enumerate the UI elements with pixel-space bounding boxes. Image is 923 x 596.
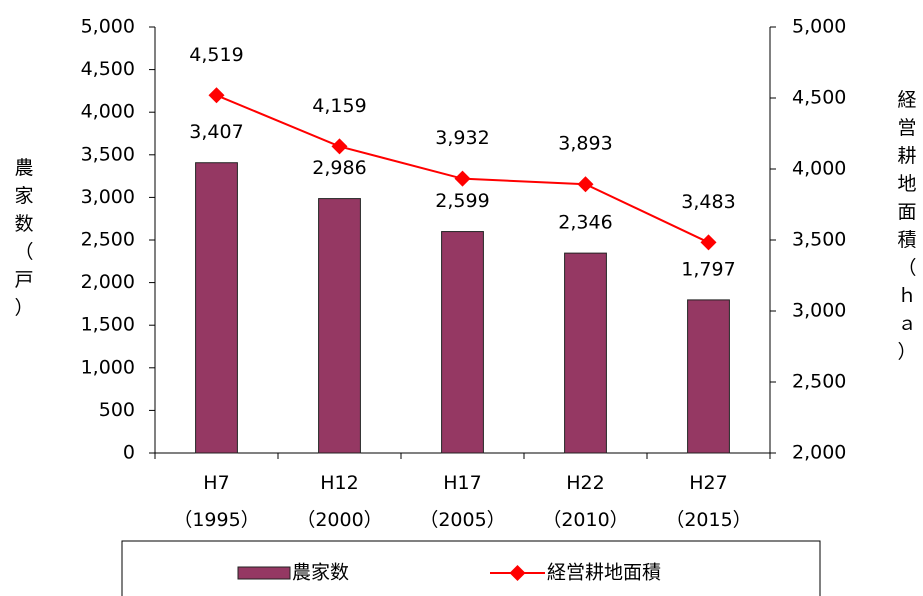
bar-value-label: 2,599 [435, 190, 489, 212]
y-tick-label: 4,500 [81, 58, 135, 80]
line [216, 94, 709, 244]
line-marker [454, 170, 471, 187]
x-tick-label: H22 （2010） [542, 472, 628, 531]
bar [441, 231, 484, 454]
bar [564, 252, 607, 454]
x-tick-label: H17 （2005） [419, 472, 505, 531]
line-value-label: 4,159 [312, 95, 366, 117]
line-marker [577, 176, 594, 193]
y-tick-label: 1,500 [81, 314, 135, 336]
x-tick-label: H27 （2015） [665, 472, 751, 531]
line-marker [331, 138, 348, 155]
line-value-label: 3,932 [435, 127, 489, 149]
legend-box [121, 540, 821, 596]
legend-label: 農家数 [292, 562, 349, 584]
y2-tick-label: 5,000 [792, 16, 846, 38]
bar-value-label: 2,986 [312, 157, 366, 179]
y-tick-label: 500 [99, 399, 135, 421]
legend-label: 経営耕地面積 [547, 562, 661, 584]
bar-value-label: 3,407 [189, 121, 243, 143]
y2-tick-label: 4,000 [792, 158, 846, 180]
bar-value-label: 1,797 [681, 258, 735, 280]
legend-marker [509, 565, 526, 581]
line-value-label: 3,893 [558, 133, 612, 155]
y-tick-label: 1,000 [81, 356, 135, 378]
y2-axis-title: 経営耕地面積（ｈａ） [897, 89, 916, 363]
x-tick-label: H12 （2000） [296, 472, 382, 531]
y-tick-label: 2,500 [81, 229, 135, 251]
y2-tick-label: 3,000 [792, 300, 846, 322]
bar [318, 198, 361, 454]
bar-value-label: 2,346 [558, 212, 612, 234]
y2-tick-label: 2,500 [792, 371, 846, 393]
line-value-label: 4,519 [189, 44, 243, 66]
y-tick-label: 2,000 [81, 271, 135, 293]
x-tick-label: H7 （1995） [173, 472, 259, 531]
bar [195, 162, 238, 454]
line-marker [700, 234, 717, 251]
line-marker [208, 87, 225, 104]
y2-tick-label: 3,500 [792, 229, 846, 251]
y-tick-label: 0 [123, 442, 135, 464]
y-tick-label: 3,000 [81, 186, 135, 208]
y2-tick-label: 2,000 [792, 442, 846, 464]
y-axis-title: 農家数（戸） [14, 157, 33, 319]
legend-swatch [237, 566, 291, 580]
y-tick-label: 4,000 [81, 101, 135, 123]
y2-tick-label: 4,500 [792, 87, 846, 109]
line-value-label: 3,483 [681, 191, 735, 213]
y-tick-label: 3,500 [81, 143, 135, 165]
bar [687, 299, 730, 454]
y-tick-label: 5,000 [81, 16, 135, 38]
